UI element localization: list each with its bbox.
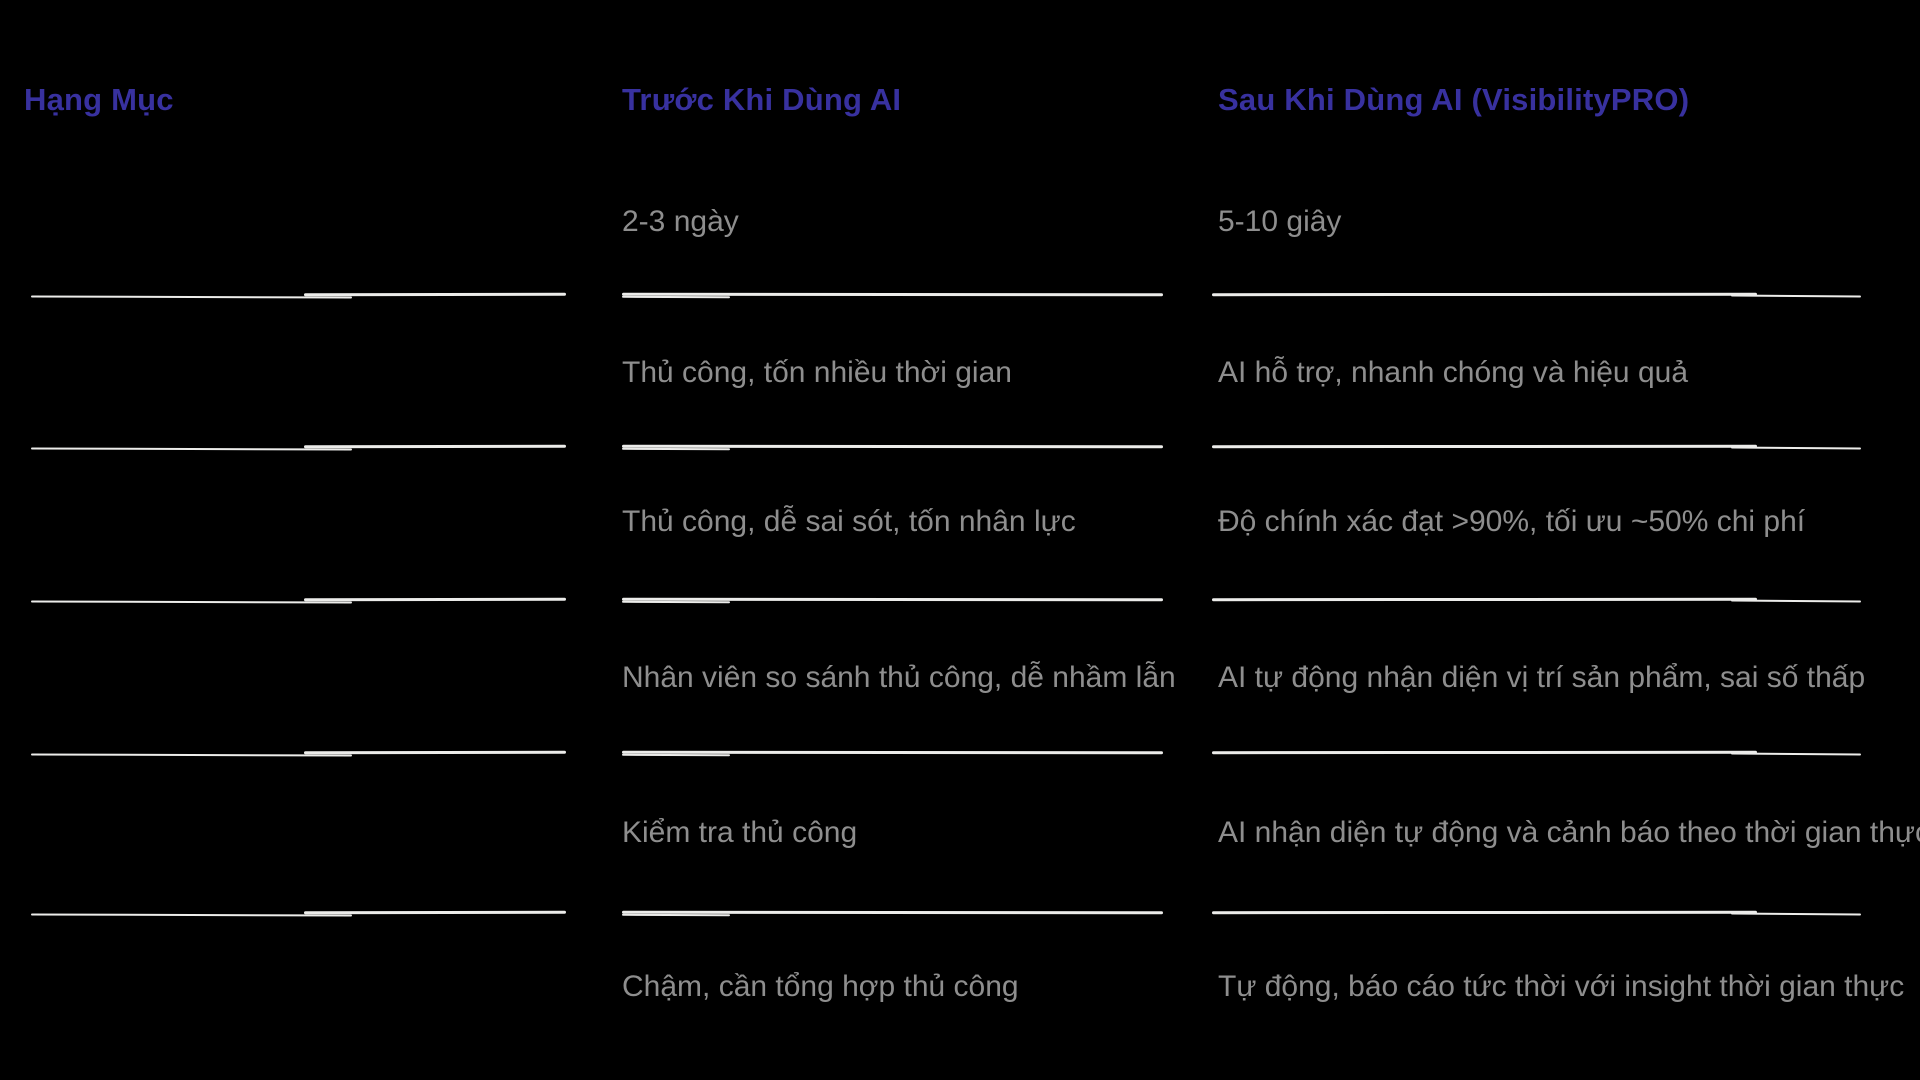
row-divider: [622, 292, 1163, 299]
row-divider: [622, 444, 1163, 451]
cell-before: 2-3 ngày: [622, 205, 739, 238]
row-divider: [622, 750, 1163, 757]
column-header-category: Hạng Mục: [24, 82, 174, 117]
cell-before: Kiểm tra thủ công: [622, 816, 858, 849]
row-divider: [31, 292, 566, 299]
cell-after: Độ chính xác đạt >90%, tối ưu ~50% chi p…: [1218, 505, 1806, 538]
cell-after: 5-10 giây: [1218, 205, 1342, 238]
cell-before: Thủ công, tốn nhiều thời gian: [622, 356, 1012, 389]
row-divider: [31, 750, 566, 757]
cell-after: AI nhận diện tự động và cảnh báo theo th…: [1218, 816, 1920, 849]
row-divider: [31, 597, 566, 604]
column-header-before-ai: Trước Khi Dùng AI: [622, 82, 902, 117]
row-divider: [1212, 444, 1861, 451]
column-header-after-ai: Sau Khi Dùng AI (VisibilityPRO): [1218, 82, 1690, 117]
cell-after: Tự động, báo cáo tức thời với insight th…: [1218, 970, 1905, 1003]
cell-before: Nhân viên so sánh thủ công, dễ nhầm lẫn: [622, 661, 1176, 694]
row-divider: [1212, 910, 1861, 917]
cell-after: AI tự động nhận diện vị trí sản phẩm, sa…: [1218, 661, 1866, 694]
cell-before: Thủ công, dễ sai sót, tốn nhân lực: [622, 505, 1076, 538]
row-divider: [31, 444, 566, 451]
row-divider: [622, 597, 1163, 604]
row-divider: [1212, 292, 1861, 299]
cell-before: Chậm, cần tổng hợp thủ công: [622, 970, 1019, 1003]
row-divider: [622, 910, 1163, 917]
row-divider: [1212, 597, 1861, 604]
cell-after: AI hỗ trợ, nhanh chóng và hiệu quả: [1218, 356, 1689, 389]
row-divider: [31, 910, 566, 917]
row-divider: [1212, 750, 1861, 757]
